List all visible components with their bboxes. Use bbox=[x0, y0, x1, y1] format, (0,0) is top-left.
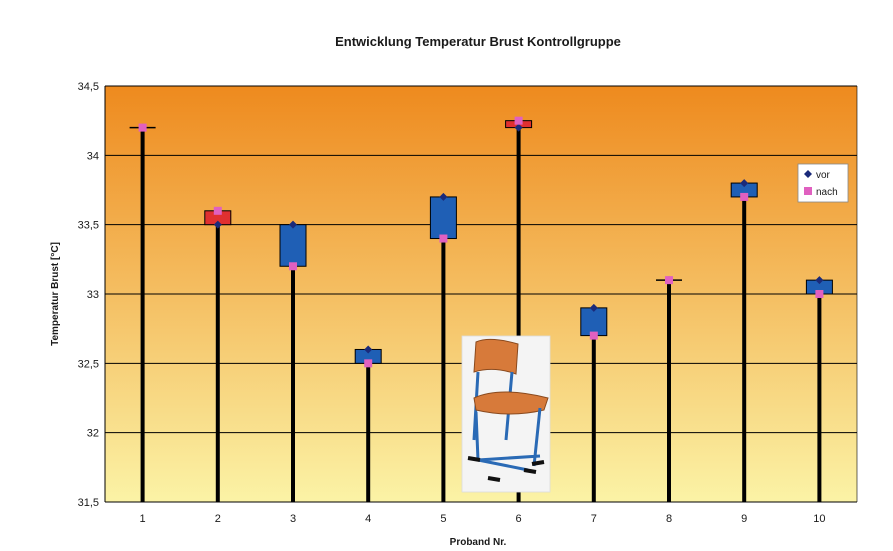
chair-image bbox=[461, 335, 551, 493]
vor-marker bbox=[514, 123, 523, 132]
nach-marker bbox=[364, 359, 373, 368]
nach-marker bbox=[138, 123, 147, 132]
vor-marker bbox=[439, 192, 448, 201]
y-tick-label: 32 bbox=[87, 428, 99, 440]
x-tick-label: 10 bbox=[813, 513, 825, 525]
x-tick-label: 3 bbox=[290, 513, 296, 525]
legend-box bbox=[797, 163, 849, 203]
vor-marker bbox=[364, 345, 373, 354]
nach-marker bbox=[213, 206, 222, 215]
x-tick-label: 7 bbox=[591, 513, 597, 525]
change-box bbox=[429, 196, 457, 240]
stems bbox=[140, 120, 822, 502]
y-tick-labels: 31,5 32 32,5 33 33,5 34 34,5 bbox=[78, 81, 99, 509]
x-tick-label: 4 bbox=[365, 513, 371, 525]
chart-title: Entwicklung Temperatur Brust Kontrollgru… bbox=[335, 34, 621, 49]
x-tick-label: 8 bbox=[666, 513, 672, 525]
legend-vor-label: vor bbox=[816, 170, 831, 181]
chair-backrest bbox=[473, 338, 519, 375]
nach-marker bbox=[815, 290, 824, 298]
chair-feet bbox=[467, 456, 545, 482]
nach-marker bbox=[514, 116, 523, 125]
nach-marker bbox=[589, 331, 598, 340]
change-box bbox=[279, 224, 307, 267]
x-tick-label: 2 bbox=[215, 513, 221, 525]
chair-seat bbox=[473, 391, 549, 415]
vor-marker bbox=[289, 220, 297, 229]
x-tick-label: 6 bbox=[516, 513, 522, 525]
y-tick-label: 32,5 bbox=[78, 358, 99, 370]
x-tick-label: 9 bbox=[741, 513, 747, 525]
vor-marker bbox=[740, 179, 749, 188]
nach-marker bbox=[439, 234, 448, 243]
legend-vor-marker bbox=[804, 170, 812, 178]
x-tick-label: 1 bbox=[140, 513, 146, 525]
legend-nach-label: nach bbox=[816, 187, 838, 198]
vor-marker bbox=[815, 276, 824, 285]
x-axis-label: Proband Nr. bbox=[450, 537, 507, 548]
y-tick-label: 34 bbox=[87, 150, 99, 162]
x-tick-labels: 1 2 3 4 5 6 7 8 9 10 bbox=[140, 513, 826, 525]
nach-marker bbox=[740, 192, 749, 201]
y-tick-label: 33 bbox=[87, 289, 99, 301]
x-tick-label: 5 bbox=[440, 513, 446, 525]
y-tick-label: 31,5 bbox=[78, 497, 99, 509]
y-tick-label: 34,5 bbox=[78, 81, 99, 93]
change-box bbox=[580, 307, 608, 337]
vor-marker bbox=[213, 220, 222, 229]
legend: vor nach bbox=[797, 163, 849, 203]
y-axis-label: Temperatur Brust [°C] bbox=[50, 242, 61, 346]
markers bbox=[138, 116, 824, 368]
nach-marker bbox=[665, 276, 673, 285]
nach-marker bbox=[289, 262, 297, 271]
legend-nach-marker bbox=[804, 187, 812, 195]
y-tick-label: 33,5 bbox=[78, 220, 99, 232]
vor-marker bbox=[589, 303, 598, 312]
